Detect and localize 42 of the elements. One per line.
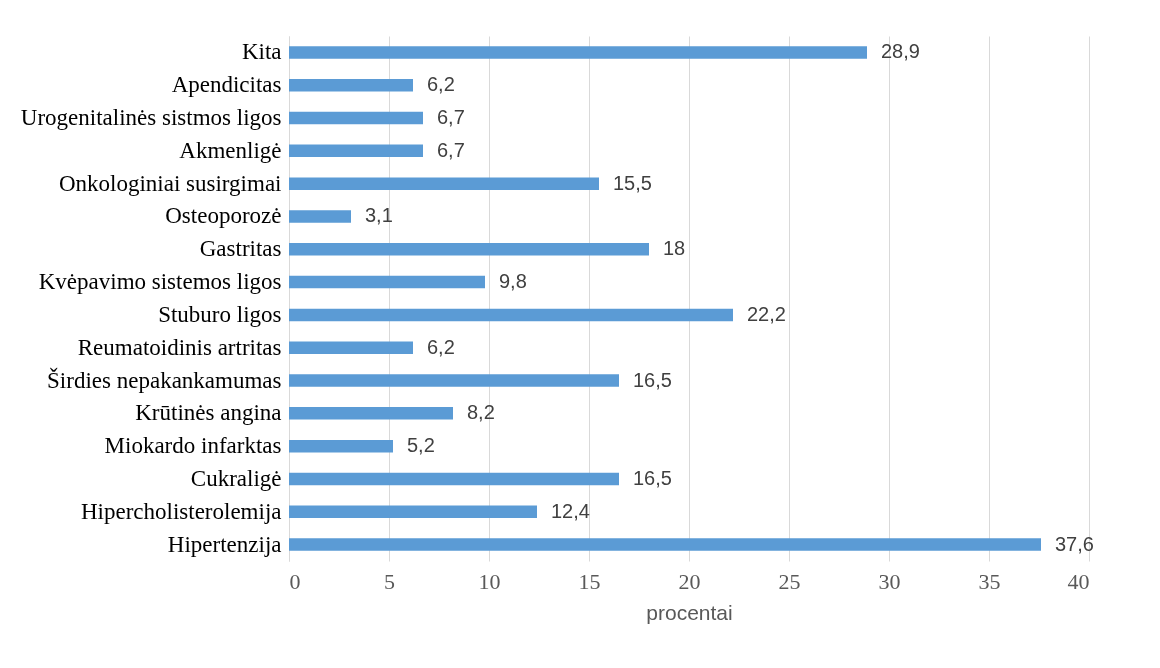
y-tick-label: Onkologiniai susirgimai <box>58 170 282 196</box>
y-tick-label: Reumatoidinis artritas <box>77 334 282 360</box>
data-label: 8,2 <box>467 401 495 424</box>
y-tick-label: Stuburo ligos <box>158 301 282 327</box>
x-tick-label: 40 <box>1067 568 1090 594</box>
data-label: 16,5 <box>633 368 672 391</box>
data-label: 6,7 <box>437 138 465 161</box>
x-tick-label: 10 <box>478 568 501 594</box>
x-tick-label: 25 <box>778 568 801 594</box>
data-label: 6,2 <box>427 335 455 358</box>
y-tick-label: Akmenligė <box>179 137 282 163</box>
y-tick-label: Kita <box>241 39 282 65</box>
y-tick-label: Hipertenzija <box>167 531 282 557</box>
y-tick-label: Gastritas <box>199 236 282 262</box>
data-label: 15,5 <box>613 171 652 194</box>
y-tick-label: Apendicitas <box>171 72 282 98</box>
x-tick-label: 30 <box>878 568 901 594</box>
data-label: 16,5 <box>633 466 672 489</box>
x-tick-label: 20 <box>678 568 701 594</box>
data-label: 5,2 <box>407 434 435 457</box>
y-tick-label: Osteoporozė <box>165 203 282 229</box>
y-tick-label: Urogenitalinės sistmos ligos <box>20 105 282 131</box>
data-label: 6,2 <box>427 73 455 96</box>
x-axis-title: procentai <box>646 600 733 624</box>
data-label: 9,8 <box>499 270 527 293</box>
y-tick-label: Širdies nepakankamumas <box>47 366 282 393</box>
data-label: 12,4 <box>551 499 590 522</box>
data-label: 28,9 <box>881 40 920 63</box>
data-label: 3,1 <box>365 204 393 227</box>
x-tick-label: 5 <box>384 568 395 594</box>
x-tick-label: 15 <box>578 568 601 594</box>
y-tick-label: Kvėpavimo sistemos ligos <box>38 269 282 295</box>
y-tick-label: Krūtinės angina <box>135 400 282 426</box>
data-label: 6,7 <box>437 106 465 129</box>
y-tick-label: Miokardo infarktas <box>104 433 282 459</box>
data-label: 22,2 <box>747 302 786 325</box>
y-tick-label: Cukraligė <box>190 465 282 491</box>
x-tick-label: 35 <box>978 568 1001 594</box>
x-tick-label: 0 <box>289 568 301 594</box>
data-label: 18 <box>663 237 686 260</box>
data-label: 37,6 <box>1055 532 1094 555</box>
y-tick-label: Hipercholisterolemija <box>80 498 282 524</box>
